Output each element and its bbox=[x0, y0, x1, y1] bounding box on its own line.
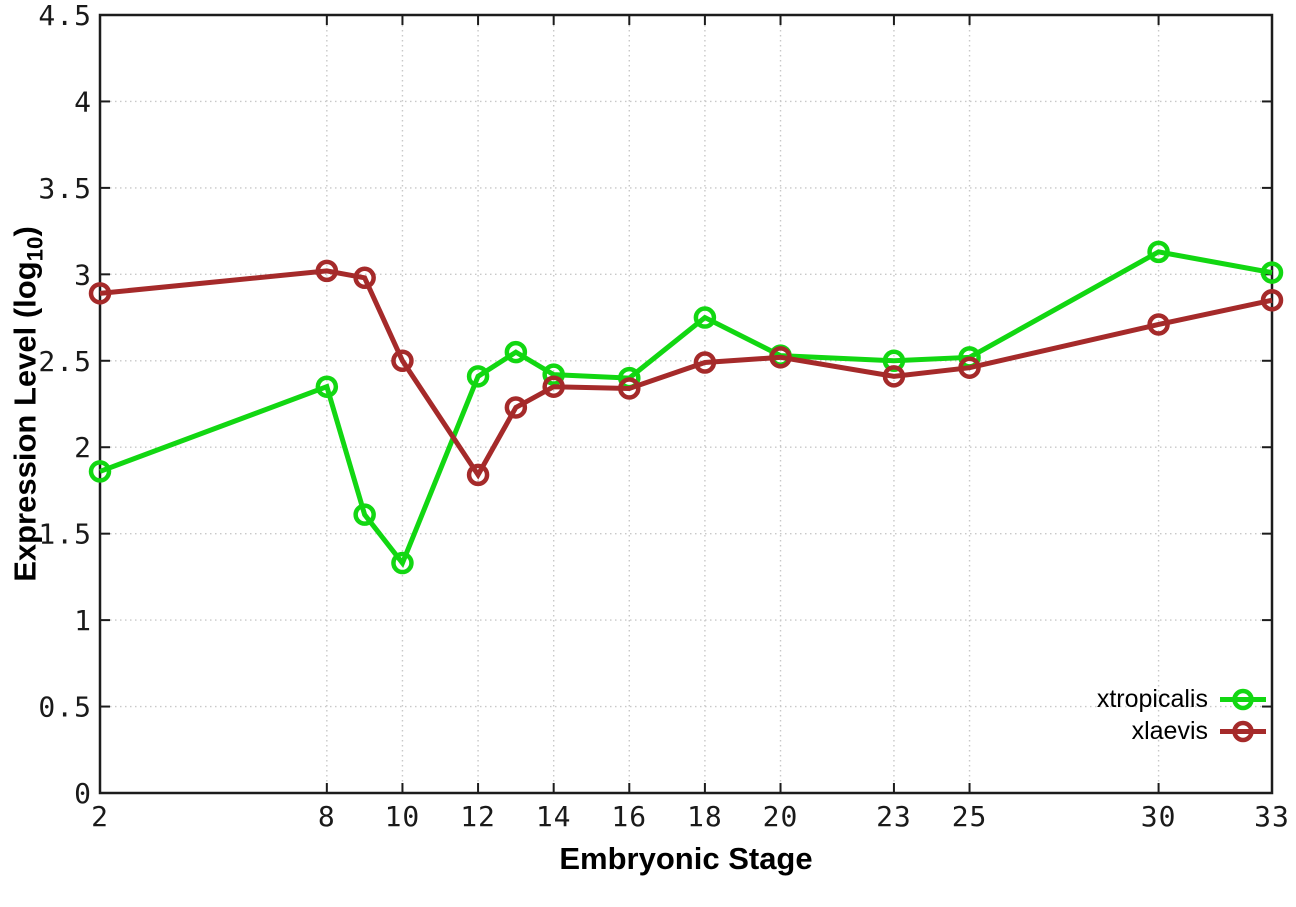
x-tick-label-14: 14 bbox=[536, 800, 572, 833]
data-point-xtropicalis-stage-8 bbox=[315, 375, 339, 398]
data-point-xtropicalis-stage-33 bbox=[1260, 261, 1284, 284]
gridlines bbox=[100, 15, 1272, 793]
data-point-xtropicalis-stage-18 bbox=[693, 306, 717, 329]
legend-marker-xtropicalis bbox=[1220, 688, 1266, 711]
data-point-xtropicalis-stage-23 bbox=[882, 349, 906, 373]
x-tick-label-33: 33 bbox=[1254, 800, 1290, 833]
x-tick-label-30: 30 bbox=[1141, 800, 1177, 833]
legend-item-xtropicalis: xtropicalis bbox=[1096, 685, 1268, 713]
x-tick-label-2: 2 bbox=[91, 800, 109, 833]
x-tick-label-10: 10 bbox=[385, 800, 421, 833]
y-tick-label-1.5: 1.5 bbox=[38, 518, 92, 551]
data-point-xtropicalis-stage-13 bbox=[504, 340, 528, 364]
legend-label-xlaevis: xlaevis bbox=[1131, 717, 1208, 745]
x-axis-label: Embryonic Stage bbox=[559, 841, 813, 876]
data-point-xlaevis-stage-12 bbox=[466, 463, 490, 487]
tick-marks bbox=[99, 14, 1273, 794]
data-point-xlaevis-stage-25 bbox=[958, 356, 981, 379]
data-point-xlaevis-stage-30 bbox=[1147, 313, 1170, 336]
x-tick-label-8: 8 bbox=[318, 800, 336, 833]
x-tick-label-23: 23 bbox=[876, 800, 912, 833]
data-point-xtropicalis-stage-30 bbox=[1147, 240, 1170, 264]
y-tick-label-3: 3 bbox=[74, 258, 92, 291]
data-point-xlaevis-stage-20 bbox=[769, 346, 792, 369]
legend-label-xtropicalis: xtropicalis bbox=[1096, 685, 1208, 713]
data-point-xlaevis-stage-23 bbox=[882, 365, 906, 388]
y-axis-label-suffix: ) bbox=[7, 226, 43, 237]
x-tick-label-25: 25 bbox=[952, 800, 988, 833]
y-tick-labels: 0 0.5 1 1.5 2 2.5 3 3.5 4 4.5 bbox=[38, 0, 92, 810]
legend-item-xlaevis: xlaevis bbox=[1131, 717, 1268, 745]
x-tick-label-12: 12 bbox=[460, 800, 496, 833]
y-axis-label: Expression Level (log10) bbox=[7, 226, 48, 582]
y-tick-label-3.5: 3.5 bbox=[38, 172, 92, 205]
legend-sample-xlaevis bbox=[1218, 718, 1268, 745]
series-xtropicalis bbox=[88, 240, 1284, 575]
data-point-xlaevis-stage-13 bbox=[504, 396, 528, 419]
data-point-xtropicalis-stage-12 bbox=[466, 365, 490, 388]
x-tick-labels: 2 8 10 12 14 16 18 20 23 25 30 33 bbox=[91, 800, 1290, 833]
y-tick-label-0.5: 0.5 bbox=[38, 691, 92, 724]
series-xlaevis bbox=[88, 259, 1284, 487]
data-point-xlaevis-stage-33 bbox=[1260, 289, 1284, 312]
data-point-xlaevis-stage-2 bbox=[88, 282, 112, 305]
x-tick-label-18: 18 bbox=[687, 800, 723, 833]
data-point-xtropicalis-stage-14 bbox=[542, 363, 565, 386]
data-point-xtropicalis-stage-2 bbox=[88, 460, 112, 483]
legend: xtropicalis xlaevis bbox=[1096, 685, 1268, 745]
data-point-xlaevis-stage-10 bbox=[391, 349, 414, 373]
data-point-xtropicalis-stage-10 bbox=[391, 551, 414, 575]
series-line-xlaevis bbox=[99, 268, 1273, 480]
data-point-xlaevis-stage-14 bbox=[542, 375, 565, 398]
data-point-xlaevis-stage-18 bbox=[693, 351, 717, 374]
y-tick-label-4: 4 bbox=[74, 85, 92, 118]
x-tick-label-16: 16 bbox=[611, 800, 647, 833]
legend-marker-xlaevis bbox=[1220, 720, 1266, 743]
series-line-xtropicalis bbox=[99, 249, 1273, 569]
data-point-xlaevis-stage-9 bbox=[353, 266, 376, 290]
y-tick-label-1: 1 bbox=[74, 604, 92, 637]
y-axis-label-text: Expression Level (log bbox=[7, 261, 43, 582]
y-tick-label-2.5: 2.5 bbox=[38, 345, 92, 378]
plot-border bbox=[98, 13, 1274, 795]
y-tick-label-2: 2 bbox=[74, 431, 92, 464]
y-axis-label-subscript: 10 bbox=[22, 236, 48, 262]
y-tick-label-0: 0 bbox=[74, 777, 92, 810]
x-tick-label-20: 20 bbox=[763, 800, 799, 833]
y-tick-label-4.5: 4.5 bbox=[38, 0, 92, 32]
legend-sample-xtropicalis bbox=[1218, 686, 1268, 713]
data-point-xlaevis-stage-8 bbox=[315, 259, 339, 283]
data-point-xtropicalis-stage-9 bbox=[353, 503, 376, 526]
data-point-xlaevis-stage-16 bbox=[618, 377, 641, 400]
